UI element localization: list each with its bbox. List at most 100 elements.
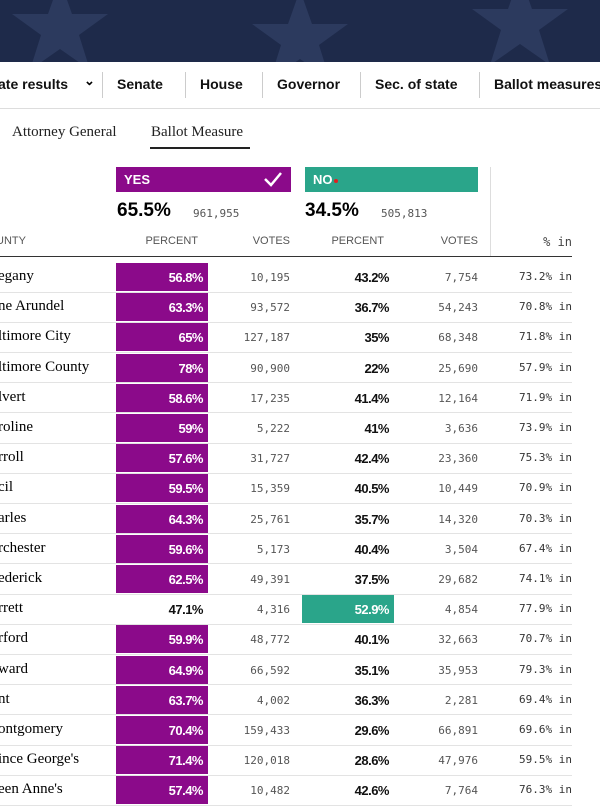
percent: 35.7% (354, 511, 390, 527)
nav-item[interactable]: Governor (277, 76, 341, 92)
row-border (0, 684, 572, 686)
winner-box (116, 504, 208, 533)
votes: 4,854 (444, 603, 478, 617)
votes: 4,002 (256, 693, 290, 707)
votes: 5,173 (256, 542, 290, 556)
votes: 14,320 (438, 512, 478, 526)
votes: 23,360 (438, 452, 478, 466)
column-header: VOTES (252, 235, 290, 247)
votes: 5,222 (256, 422, 290, 435)
nav-item[interactable]: Ballot measures (494, 76, 600, 92)
header-border (0, 256, 572, 257)
votes: 3,636 (444, 422, 478, 435)
percent: 64.3% (168, 511, 204, 527)
county-name: arles (0, 509, 27, 526)
percent: 59.6% (168, 541, 204, 557)
votes: 17,235 (250, 391, 290, 405)
nav-item[interactable]: Sec. of state (375, 76, 458, 92)
row-border (0, 744, 572, 746)
winner-box (302, 595, 394, 624)
nav-border (0, 108, 600, 109)
column-header: PERCENT (145, 235, 198, 247)
nav-separator (185, 72, 186, 98)
votes: 120,018 (243, 754, 290, 768)
winner-box (116, 625, 208, 654)
no-percent: 34.5% (305, 200, 359, 221)
nav-chevron: ⌄ (84, 73, 95, 88)
percent-in: 59.5% in (519, 753, 572, 767)
tab[interactable]: Ballot Measure (151, 124, 244, 140)
votes: 10,482 (250, 784, 290, 798)
percent: 52.9% (354, 602, 390, 618)
yes-header: YES (116, 167, 291, 192)
county-name: rroll (0, 449, 24, 466)
winner-box (116, 414, 208, 442)
votes: 10,195 (250, 271, 290, 284)
votes: 49,391 (250, 573, 290, 586)
tab-underline (150, 147, 250, 149)
check-icon (264, 172, 282, 187)
nav-item[interactable]: House (200, 76, 243, 92)
yes-votes: 961,955 (193, 207, 240, 220)
percent-in: 67.4% in (519, 541, 572, 555)
percent: 47.1% (168, 602, 204, 618)
percent-in: 70.7% in (519, 632, 572, 646)
votes: 66,592 (250, 663, 290, 677)
votes: 66,891 (438, 724, 478, 737)
percent-in: 75.3% in (519, 451, 572, 465)
percent-in: 69.4% in (519, 692, 572, 706)
percent: 37.5% (354, 572, 390, 587)
nav-item[interactable]: Senate (117, 76, 163, 92)
row-border (0, 351, 572, 353)
row-border (0, 563, 572, 565)
divider (490, 167, 491, 257)
tab[interactable]: Attorney General (12, 124, 117, 140)
percent-in: 76.3% in (519, 783, 572, 797)
percent: 78% (178, 360, 203, 376)
percent: 42.4% (354, 451, 390, 467)
row-border (0, 774, 572, 776)
winner-box (116, 474, 208, 503)
winner-box (116, 293, 208, 322)
votes: 54,243 (438, 301, 478, 315)
percent: 42.6% (354, 783, 390, 799)
percent-in: 74.1% in (519, 572, 572, 585)
percent: 62.5% (168, 572, 204, 587)
county-name: ltimore City (0, 328, 71, 345)
votes: 12,164 (438, 391, 478, 405)
percent: 29.6% (354, 723, 390, 738)
row-border (0, 623, 572, 625)
percent-in: 70.8% in (519, 300, 572, 314)
column-header: % in (543, 235, 572, 249)
votes: 7,764 (444, 784, 478, 798)
winner-box (116, 534, 208, 563)
county-name: ne Arundel (0, 298, 65, 315)
nav-item[interactable]: ate results (0, 76, 69, 92)
percent: 40.5% (354, 481, 390, 497)
percent: 36.3% (354, 692, 390, 708)
percent-in: 70.9% in (519, 481, 572, 495)
percent: 35.1% (354, 662, 390, 678)
no-votes: 505,813 (381, 207, 428, 220)
percent: 57.6% (168, 451, 204, 467)
county-name: ontgomery (0, 721, 63, 737)
nav-separator (102, 72, 103, 98)
row-border (0, 382, 572, 384)
county-name: een Anne's (0, 781, 63, 798)
county-name: ederick (0, 570, 43, 586)
county-name: egany (0, 268, 34, 284)
county-name: rrett (0, 600, 23, 617)
percent: 41.4% (354, 390, 390, 406)
percent: 59% (178, 421, 203, 436)
county-name: lvert (0, 388, 26, 405)
votes: 25,690 (438, 361, 478, 375)
percent-in: 73.2% in (519, 270, 572, 283)
winner-box (116, 353, 208, 382)
votes: 35,953 (438, 663, 478, 677)
percent-in: 73.9% in (519, 421, 572, 434)
percent-in: 70.3% in (519, 511, 572, 525)
votes: 127,187 (243, 331, 290, 345)
percent: 59.5% (168, 481, 204, 497)
winner-box (116, 655, 208, 684)
votes: 159,433 (243, 724, 290, 737)
